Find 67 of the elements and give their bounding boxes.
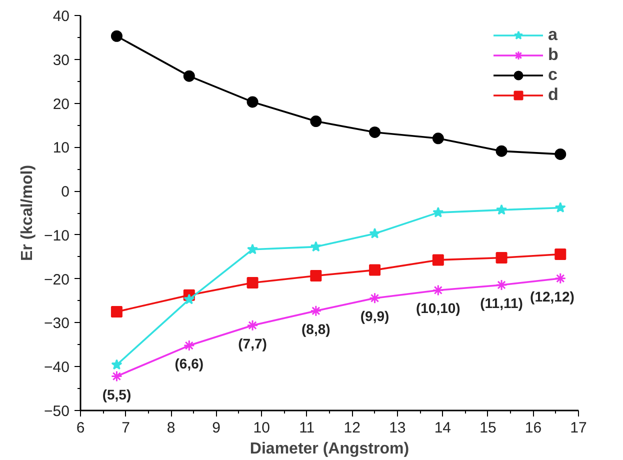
annotation: (9,9): [360, 308, 390, 324]
x-tick-label: 14: [434, 420, 452, 436]
y-tick-label: 40: [52, 8, 70, 25]
legend-label: a: [548, 25, 558, 45]
y-tick-label: −40: [44, 359, 70, 376]
x-tick-label: 6: [76, 420, 85, 436]
x-tick-label: 16: [524, 420, 542, 436]
point: [110, 370, 122, 382]
y-tick-label: 30: [52, 52, 70, 69]
x-tick-label: 7: [122, 420, 130, 436]
x-axis-title: Diameter (Angstrom): [250, 440, 410, 458]
point: [432, 254, 444, 266]
point: [310, 241, 322, 252]
annotation: (10,10): [416, 300, 460, 316]
annotation: (5,5): [102, 386, 132, 402]
point: [554, 248, 566, 260]
point: [496, 145, 508, 157]
x-tick-label: 12: [344, 420, 360, 436]
point: [554, 272, 566, 284]
point: [246, 320, 258, 332]
annotation: (12,12): [530, 288, 574, 304]
y-tick-label: 20: [52, 96, 70, 113]
point: [496, 279, 508, 291]
x-tick-label: 17: [570, 420, 587, 436]
x-tick-label: 13: [389, 420, 406, 436]
point: [110, 306, 122, 318]
point: [432, 284, 444, 296]
legend-label: c: [548, 65, 558, 85]
x-tick-label: 11: [299, 420, 315, 436]
point: [110, 30, 122, 42]
y-axis-title: Er (kcal/mol): [19, 164, 36, 262]
x-tick-label: 10: [253, 420, 270, 436]
annotation: (8,8): [302, 320, 330, 337]
point: [183, 340, 195, 352]
point: [184, 294, 195, 304]
point: [310, 270, 322, 282]
point: [111, 359, 122, 370]
point: [496, 252, 508, 264]
x-tick-label: 8: [166, 420, 176, 436]
y-tick-label: −10: [44, 227, 70, 244]
y-tick-label: 0: [61, 184, 70, 201]
point: [247, 244, 258, 254]
point: [369, 228, 380, 238]
annotation: (6,6): [174, 356, 204, 372]
legend-label: b: [548, 45, 560, 65]
point: [369, 264, 381, 276]
point: [496, 204, 508, 215]
legend-label: d: [548, 85, 560, 105]
point: [246, 277, 258, 289]
y-tick-label: 10: [52, 140, 70, 157]
point: [432, 132, 444, 144]
annotation: (11,11): [480, 294, 523, 311]
point: [310, 305, 322, 317]
x-tick-label: 9: [212, 420, 220, 436]
point: [310, 116, 322, 128]
point: [554, 148, 566, 160]
point: [369, 292, 381, 304]
x-tick-label: 15: [480, 420, 496, 436]
y-tick-label: −50: [44, 403, 70, 420]
point: [554, 202, 566, 213]
y-tick-label: −20: [44, 271, 70, 288]
y-tick-label: −30: [44, 315, 70, 332]
point: [246, 96, 258, 108]
point: [432, 206, 444, 218]
point: [369, 126, 381, 138]
annotation: (7,7): [238, 335, 267, 352]
point: [183, 70, 195, 82]
